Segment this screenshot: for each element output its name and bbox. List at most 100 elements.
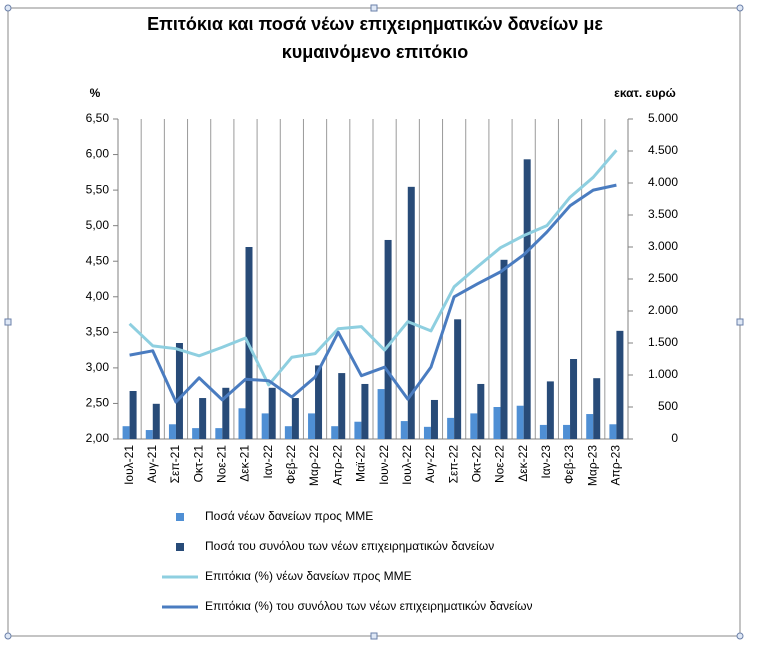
bar — [192, 428, 200, 439]
bar — [616, 330, 624, 439]
x-tick-label: Νοε-22 — [493, 445, 507, 483]
x-tick-label: Σεπ-21 — [168, 445, 182, 484]
bar — [447, 417, 455, 439]
y2-tick-label: 4.000 — [648, 175, 678, 189]
bar — [199, 398, 207, 439]
y-tick-label: 3,50 — [86, 325, 110, 339]
bar — [284, 426, 292, 439]
legend-label: Επιτόκια (%) του συνόλου των νέων επιχει… — [205, 599, 533, 613]
y2-tick-label: 1.500 — [648, 335, 678, 349]
x-tick-label: Οκτ-21 — [191, 445, 205, 483]
y2-tick-label: 3.000 — [648, 239, 678, 253]
bar — [609, 424, 617, 439]
bar — [308, 413, 316, 439]
bar — [500, 259, 508, 439]
bar — [586, 414, 594, 439]
y-tick-label: 6,50 — [86, 111, 110, 125]
bar — [377, 389, 385, 439]
bar — [215, 428, 223, 439]
x-tick-label: Δεκ-22 — [516, 445, 530, 482]
x-tick-label: Ιαν-23 — [539, 445, 553, 479]
bar — [238, 408, 246, 439]
y2-tick-label: 2.500 — [648, 271, 678, 285]
bar — [145, 430, 153, 439]
bar — [175, 343, 183, 439]
bar — [570, 359, 578, 439]
bar — [338, 373, 346, 439]
y-tick-label: 3,00 — [86, 360, 110, 374]
bar — [454, 319, 462, 439]
x-tick-label: Φεβ-22 — [284, 445, 298, 484]
x-tick-label: Μαρ-23 — [585, 445, 599, 486]
x-tick-label: Ιαν-22 — [261, 445, 275, 479]
y2-tick-label: 0 — [671, 431, 678, 445]
x-tick-label: Μαρ-22 — [307, 445, 321, 486]
bar — [315, 365, 323, 439]
x-tick-label: Απρ-22 — [330, 445, 344, 486]
bar — [407, 186, 415, 439]
x-tick-label: Δεκ-21 — [238, 445, 252, 482]
x-tick-label: Ιουλ-22 — [400, 445, 414, 485]
x-tick-label: Αυγ-22 — [423, 445, 437, 483]
y2-axis-title: εκατ. ευρώ — [614, 86, 676, 100]
legend-swatch — [176, 513, 184, 521]
bar — [168, 424, 176, 439]
y2-tick-label: 5.000 — [648, 111, 678, 125]
bar — [384, 239, 392, 439]
x-tick-label: Φεβ-23 — [562, 445, 576, 484]
bar — [539, 424, 547, 439]
bar — [430, 399, 438, 439]
line — [128, 149, 618, 387]
bar — [523, 159, 531, 439]
x-tick-label: Ιουλ-21 — [122, 445, 136, 485]
bar — [493, 407, 501, 439]
bar — [222, 387, 230, 439]
bar — [261, 413, 269, 439]
x-tick-label: Ιουν-22 — [377, 445, 391, 485]
bar — [593, 378, 601, 439]
y-tick-label: 2,00 — [86, 431, 110, 445]
y2-tick-label: 500 — [658, 399, 678, 413]
x-tick-label: Νοε-21 — [214, 445, 228, 483]
legend-swatch — [176, 543, 184, 551]
bar — [122, 426, 130, 439]
x-tick-label: Απρ-23 — [609, 445, 623, 486]
x-tick-label: Οκτ-22 — [469, 445, 483, 483]
bar — [354, 421, 362, 439]
x-tick-label: Σεπ-22 — [446, 445, 460, 484]
bar — [516, 405, 524, 439]
y-tick-label: 5,00 — [86, 218, 110, 232]
y-tick-label: 4,00 — [86, 289, 110, 303]
bar — [470, 413, 478, 439]
bar — [291, 398, 299, 439]
x-tick-label: Αυγ-21 — [145, 445, 159, 483]
legend-label: Ποσά νέων δανείων προς ΜΜΕ — [205, 509, 373, 523]
y2-tick-label: 3.500 — [648, 207, 678, 221]
bar — [400, 421, 408, 439]
y-tick-label: 5,50 — [86, 182, 110, 196]
bar — [477, 383, 485, 439]
bar — [423, 426, 431, 439]
y-tick-label: 4,50 — [86, 253, 110, 267]
y-tick-label: 6,00 — [86, 147, 110, 161]
bar — [563, 424, 571, 439]
bar — [152, 403, 160, 439]
chart-title: Επιτόκια και ποσά νέων επιχειρηματικών δ… — [147, 14, 603, 62]
x-tick-label: Μαϊ-22 — [354, 445, 368, 482]
line — [129, 183, 617, 404]
resize-handles — [4, 4, 744, 640]
y-axis-title: % — [90, 86, 101, 100]
bar — [546, 381, 554, 439]
legend-label: Επιτόκια (%) νέων δανείων προς ΜΜΕ — [205, 569, 412, 583]
bar — [361, 383, 369, 439]
bar — [129, 391, 137, 439]
bar — [268, 387, 276, 439]
y2-tick-label: 1.000 — [648, 367, 678, 381]
y2-tick-label: 2.000 — [648, 303, 678, 317]
bar — [331, 426, 339, 439]
y2-tick-label: 4.500 — [648, 143, 678, 157]
legend-label: Ποσά του συνόλου των νέων επιχειρηματικώ… — [205, 539, 494, 553]
y-tick-label: 2,50 — [86, 396, 110, 410]
